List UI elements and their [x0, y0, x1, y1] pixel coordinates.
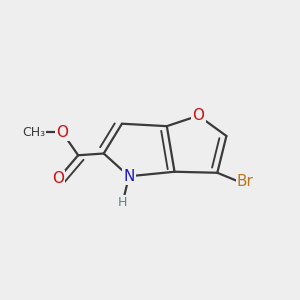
Text: O: O	[52, 171, 64, 186]
Text: Br: Br	[237, 174, 254, 189]
Text: O: O	[192, 108, 204, 123]
Text: CH₃: CH₃	[22, 126, 45, 139]
Text: N: N	[123, 169, 135, 184]
Text: O: O	[56, 125, 68, 140]
Text: H: H	[118, 196, 127, 209]
